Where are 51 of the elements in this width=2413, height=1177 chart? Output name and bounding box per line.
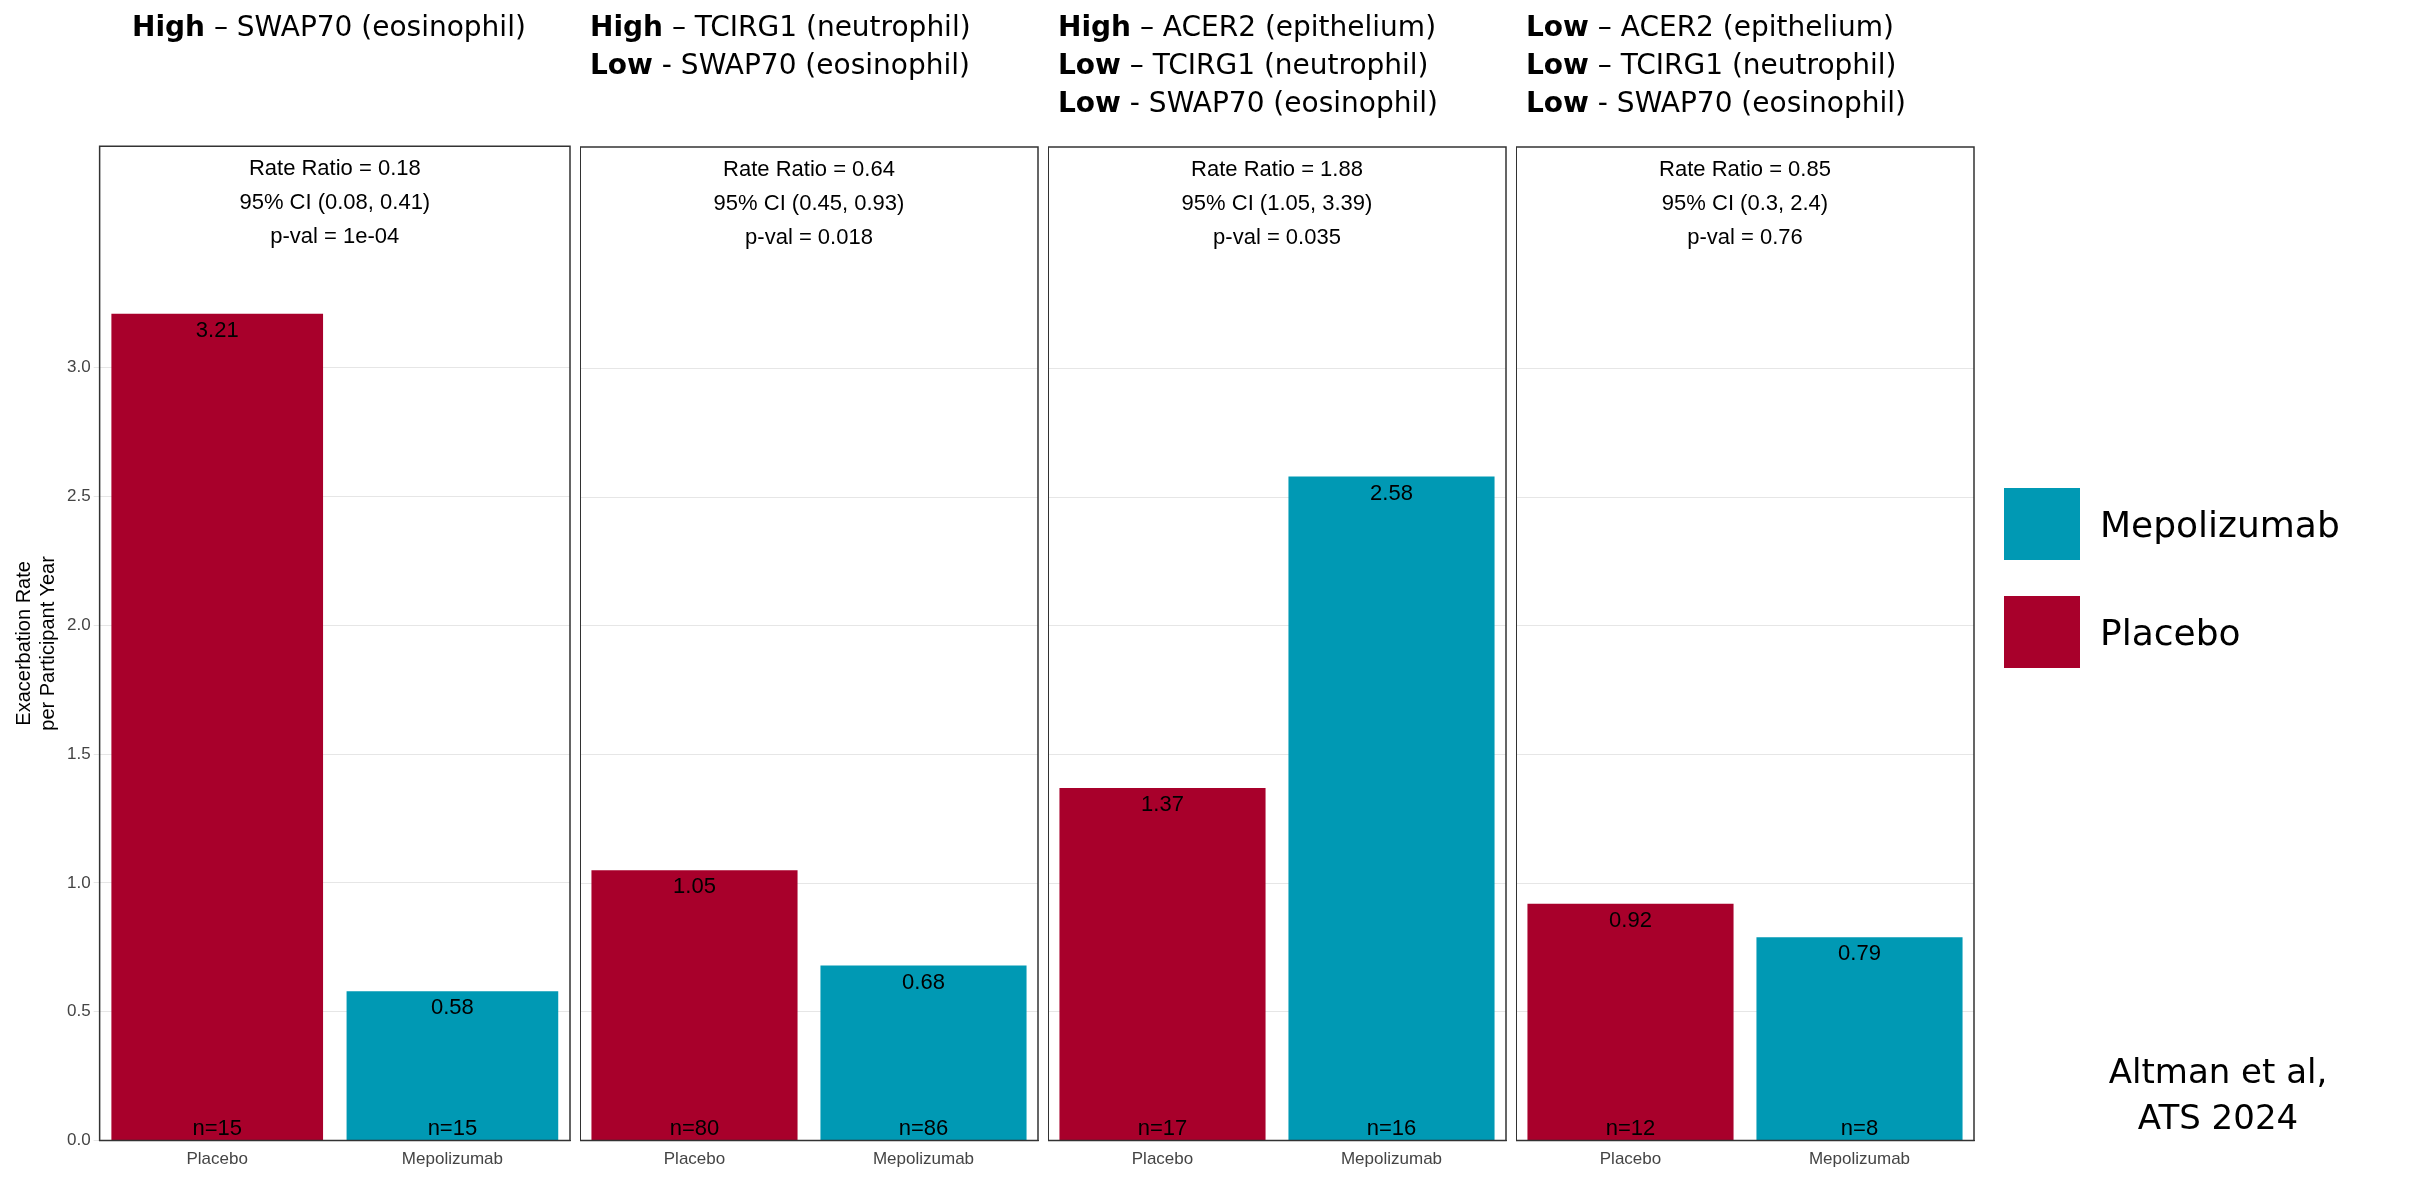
annotation: 95% CI (0.08, 0.41) bbox=[239, 189, 431, 215]
chart-title: High – ACER2 (epithelium) Low – TCIRG1 (neutrophil) Low - SWAP70 (eosinophil) bbox=[1058, 9, 1439, 121]
annotation: Rate Ratio = 0.18 bbox=[248, 155, 421, 181]
chart-title: High – SWAP70 (eosinophil) bbox=[132, 9, 527, 45]
annotation: n=8 bbox=[1840, 1114, 1879, 1140]
x-tick-label: Mepolizumab bbox=[401, 1149, 503, 1169]
data-label: 0.58 bbox=[430, 994, 474, 1020]
legend-label: Placebo bbox=[2100, 611, 2241, 653]
text: Altman et al, ATS 2024 bbox=[2107, 1050, 2329, 1139]
x-tick-label: Mepolizumab bbox=[872, 1149, 975, 1169]
annotation: n=15 bbox=[192, 1114, 243, 1140]
chart-title: High – TCIRG1 (neutrophil) Low - SWAP70 (eosinophil) bbox=[590, 9, 972, 83]
data-label: 0.79 bbox=[1838, 940, 1881, 966]
annotation: n=15 bbox=[427, 1114, 478, 1140]
annotation: 95% CI (1.05, 3.39) bbox=[1181, 190, 1373, 216]
annotation: 95% CI (0.3, 2.4) bbox=[1661, 190, 1829, 216]
annotation: p-val = 1e-04 bbox=[270, 223, 400, 249]
annotation: n=16 bbox=[1366, 1114, 1417, 1140]
x-tick-label: Placebo bbox=[663, 1149, 726, 1169]
y-tick-label: 0.5 bbox=[66, 1001, 91, 1021]
y-tick-label: 2.5 bbox=[66, 486, 91, 506]
chart-title: Low – ACER2 (epithelium) Low – TCIRG1 (neutrophil) Low - SWAP70 (eosinophil) bbox=[1526, 9, 1907, 121]
annotation: p-val = 0.035 bbox=[1213, 224, 1341, 250]
annotation: Rate Ratio = 1.88 bbox=[1191, 156, 1363, 182]
annotation: p-val = 0.018 bbox=[745, 224, 873, 250]
annotation: n=12 bbox=[1605, 1114, 1656, 1140]
y-tick-label: 0.0 bbox=[66, 1130, 91, 1150]
y-tick-label: 2.0 bbox=[66, 615, 91, 635]
annotation: n=17 bbox=[1137, 1114, 1188, 1140]
data-label: 2.58 bbox=[1370, 479, 1413, 505]
y-tick-label: 1.0 bbox=[66, 872, 91, 892]
x-tick-label: Mepolizumab bbox=[1808, 1149, 1911, 1169]
x-tick-label: Placebo bbox=[1599, 1149, 1662, 1169]
data-label: 1.05 bbox=[673, 873, 716, 899]
x-tick-label: Placebo bbox=[1131, 1149, 1194, 1169]
x-tick-label: Placebo bbox=[186, 1149, 248, 1169]
annotation: n=80 bbox=[669, 1114, 720, 1140]
y-tick-label: 3.0 bbox=[66, 357, 91, 377]
data-label: 1.37 bbox=[1141, 791, 1184, 817]
annotation: Rate Ratio = 0.64 bbox=[723, 156, 895, 182]
annotation: 95% CI (0.45, 0.93) bbox=[713, 190, 905, 216]
data-label: 0.68 bbox=[902, 968, 945, 994]
x-tick-label: Mepolizumab bbox=[1340, 1149, 1443, 1169]
annotation: p-val = 0.76 bbox=[1687, 224, 1803, 250]
data-label: 3.21 bbox=[195, 316, 239, 342]
data-label: 0.92 bbox=[1609, 906, 1652, 932]
annotation: n=86 bbox=[898, 1114, 949, 1140]
annotation: Rate Ratio = 0.85 bbox=[1659, 156, 1831, 182]
legend-label: Mepolizumab bbox=[2100, 503, 2340, 545]
y-axis-title: Exacerbation Rate per Participant Year bbox=[11, 555, 58, 731]
y-tick-label: 1.5 bbox=[66, 743, 91, 763]
